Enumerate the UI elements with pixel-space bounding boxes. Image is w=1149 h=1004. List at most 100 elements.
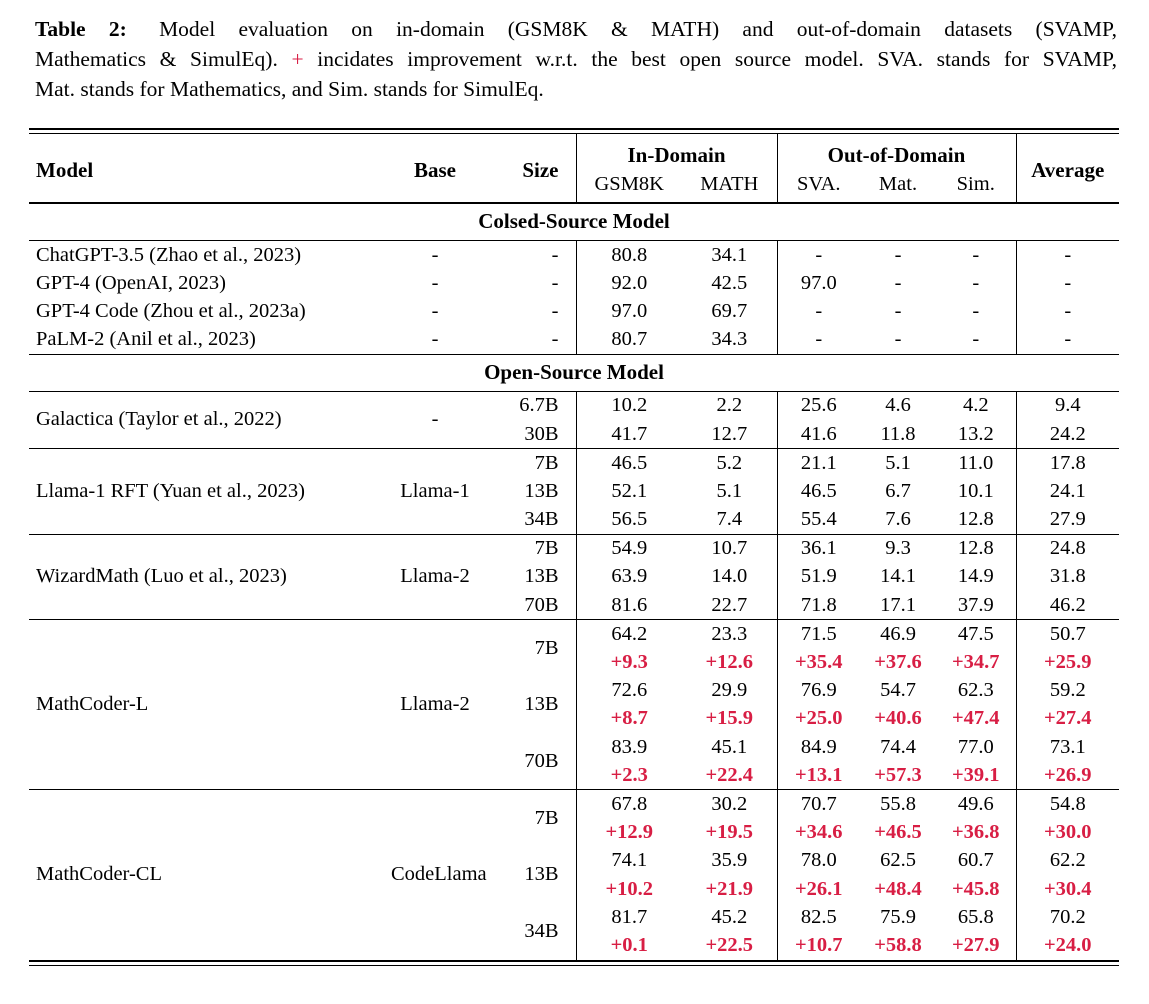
header-row-groups: Model Base Size In-Domain Out-of-Domain … [29,134,1119,203]
base-name: Llama-2 [400,693,470,716]
delta-cell: +58.8 [874,933,922,956]
delta-cell: +8.7 [575,704,682,733]
table-body: Colsed-Source Model ChatGPT-3.5 (Zhao et … [29,203,1119,960]
delta-cell: +34.7 [951,651,1000,674]
value-cell: 74.4 [880,735,916,758]
value-cell: - [1015,325,1119,355]
value-cell: 13.2 [957,422,994,445]
value-cell: 14.9 [957,565,994,588]
value-cell: 73.1 [1015,733,1119,762]
value-cell: 80.7 [575,325,682,355]
col-header-math: MATH [700,173,759,195]
value-cell: 49.6 [957,792,994,815]
value-cell: 63.9 [575,562,682,592]
delta-cell: +36.8 [951,821,1000,844]
value-cell: 62.3 [957,679,994,702]
value-cell: 12.7 [711,422,748,445]
value-cell: 54.7 [880,679,916,702]
value-cell: 45.2 [711,905,748,928]
delta-row: +2.3 +22.4 +13.1 +57.3 +39.1 +26.9 [29,761,1119,790]
value-cell: 42.5 [711,271,748,294]
size-label: - [551,299,559,322]
model-name: PaLM-2 (Anil et al., 2023) [36,328,256,351]
results-table: Model Base Size In-Domain Out-of-Domain … [29,134,1119,960]
size-label: 7B [534,537,559,560]
caption-text-3: Mat. stands for Mathematics, and Sim. st… [35,77,544,101]
delta-cell: +46.5 [874,821,922,844]
value-cell: 71.8 [776,591,860,620]
value-cell: 92.0 [575,269,682,298]
value-cell: - [1015,240,1119,270]
delta-cell: +57.3 [874,763,922,786]
size-label: - [551,328,559,351]
table-row: ChatGPT-3.5 (Zhao et al., 2023) - -80.8 34.… [29,240,1119,270]
delta-cell: +34.6 [776,818,860,847]
value-cell: 60.7 [957,849,994,872]
table-row: PaLM-2 (Anil et al., 2023) - -80.7 34.3- - - - [29,325,1119,355]
table-row: 70B 83.9 45.1 84.9 74.4 77.0 73.1 [29,733,1119,771]
value-cell: 12.8 [957,537,994,560]
value-cell: 23.3 [711,622,748,645]
delta-row: +12.9 +19.5 +34.6 +46.5 +36.8 +30.0 [29,818,1119,847]
value-cell: 41.7 [575,419,682,449]
delta-cell: +27.4 [1015,704,1119,733]
section-title: Open-Source Model [484,359,664,384]
value-cell: 31.8 [1015,562,1119,592]
col-header-base: Base [414,158,456,182]
value-cell: 97.0 [776,269,860,298]
value-cell: 7.6 [885,508,911,531]
value-cell: 78.0 [776,846,860,875]
value-cell: 51.9 [776,562,860,592]
delta-cell: +10.2 [575,874,682,904]
table-header: Model Base Size In-Domain Out-of-Domain … [29,134,1119,203]
value-cell: 24.2 [1015,419,1119,449]
caption-text-2b: incidates improvement w.r.t. the best op… [317,47,1117,71]
value-cell: 54.8 [1015,789,1119,819]
caption-line-1: Table 2: Model evaluation on in-domain (… [35,14,1117,44]
table-row: 70B 81.6 22.7 71.8 17.1 37.9 46.2 [29,591,1119,620]
col-header-mat: Mat. [878,173,918,195]
value-cell: - [1015,269,1119,298]
value-cell: 55.8 [880,792,916,815]
delta-row: +9.3 +12.6 +35.4 +37.6 +34.7 +25.9 [29,648,1119,677]
value-cell: 29.9 [711,679,748,702]
value-cell: 7.4 [716,508,743,531]
delta-cell: +9.3 [575,648,682,677]
value-cell: 5.1 [885,451,911,474]
table-row: GPT-4 Code (Zhou et al., 2023a) - -97.0 69.… [29,297,1119,326]
value-cell: 65.8 [957,905,994,928]
value-cell: 82.5 [776,903,860,932]
delta-cell: +12.6 [705,651,754,674]
value-cell: 2.2 [716,394,743,417]
value-cell: 81.6 [575,591,682,620]
value-cell: 17.8 [1015,448,1119,478]
value-cell: 56.5 [575,505,682,535]
delta-cell: +48.4 [874,877,922,900]
value-cell: - [972,243,980,266]
size-label: 7B [534,636,559,659]
base-name: - [431,243,439,266]
value-cell: 46.5 [776,477,860,506]
caption-text-1: Model evaluation on in-domain (GSM8K & M… [159,17,1118,41]
size-label: 13B [524,479,559,502]
value-cell: 22.7 [711,593,748,616]
table-row: 34B 56.5 7.4 55.4 7.6 12.8 27.9 [29,505,1119,535]
value-cell: - [776,325,860,355]
size-label: 7B [534,451,559,474]
size-label: 13B [524,693,559,716]
table-row: 13B 63.9 14.0 51.9 14.1 14.9 31.8 [29,562,1119,592]
value-cell: 9.4 [1015,391,1119,420]
col-header-sim: Sim. [956,173,995,195]
value-cell: 10.1 [957,479,994,502]
size-label: 30B [524,422,559,445]
section-title: Colsed-Source Model [478,209,670,233]
table-row: 13B 74.1 35.9 78.0 62.5 60.7 62.2 [29,846,1119,885]
value-cell: 5.2 [716,451,743,474]
caption-line-2: Mathematics & SimulEq). + incidates impr… [35,44,1117,74]
size-label: 6.7B [519,394,559,417]
value-cell: 4.2 [962,394,989,417]
value-cell: 6.7 [885,479,911,502]
value-cell: 5.1 [716,479,743,502]
delta-row: +8.7 +15.9 +25.0 +40.6 +47.4 +27.4 [29,704,1119,733]
value-cell: - [1015,297,1119,326]
